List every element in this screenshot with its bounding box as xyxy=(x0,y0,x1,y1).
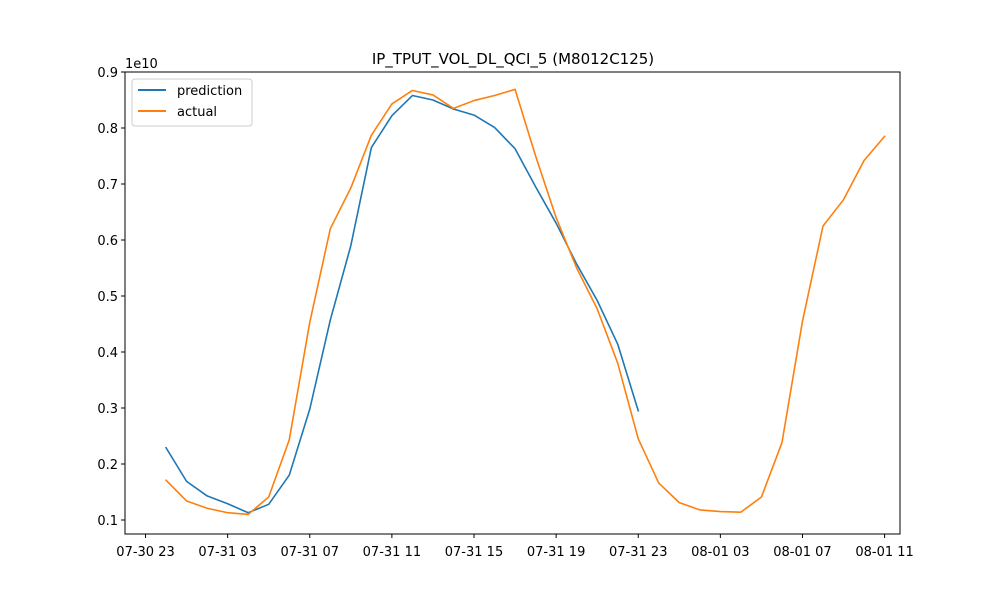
x-tick-label: 08-01 11 xyxy=(855,545,913,560)
y-tick-label: 0.5 xyxy=(97,290,118,305)
series-line-actual xyxy=(164,88,886,516)
y-tick-label: 0.3 xyxy=(97,402,118,417)
chart-title: IP_TPUT_VOL_DL_QCI_5 (M8012C125) xyxy=(372,50,654,69)
x-tick-label: 08-01 03 xyxy=(691,545,749,560)
y-tick-label: 0.4 xyxy=(97,346,118,361)
y-tick-label: 0.9 xyxy=(97,66,118,81)
plot-area: 0.1 0.2 0.3 0.4 0.5 0.6 0.7 0.8 0.9 07-30 23 07-31… xyxy=(97,66,914,560)
x-tick-label: 07-31 19 xyxy=(527,545,585,560)
legend-label-actual: actual xyxy=(177,105,217,120)
x-tick-label: 07-31 23 xyxy=(609,545,667,560)
y-tick-label: 0.2 xyxy=(97,458,118,473)
y-tick-label: 0.1 xyxy=(97,514,118,529)
x-tick-label: 07-30 23 xyxy=(116,545,174,560)
x-tick-label: 07-31 15 xyxy=(445,545,503,560)
y-tick-label: 0.8 xyxy=(97,122,118,137)
y-tick-label: 0.7 xyxy=(97,178,118,193)
legend: prediction actual xyxy=(131,78,253,127)
x-tick-label: 08-01 07 xyxy=(773,545,831,560)
y-tick-label: 0.6 xyxy=(97,234,118,249)
series-line-prediction xyxy=(164,94,640,514)
x-tick-label: 07-31 07 xyxy=(281,545,339,560)
legend-label-prediction: prediction xyxy=(177,84,242,99)
y-axis-offset-label: 1e10 xyxy=(125,57,158,72)
x-tick-label: 07-31 03 xyxy=(198,545,256,560)
x-tick-label: 07-31 11 xyxy=(363,545,421,560)
axes-frame xyxy=(124,71,901,535)
